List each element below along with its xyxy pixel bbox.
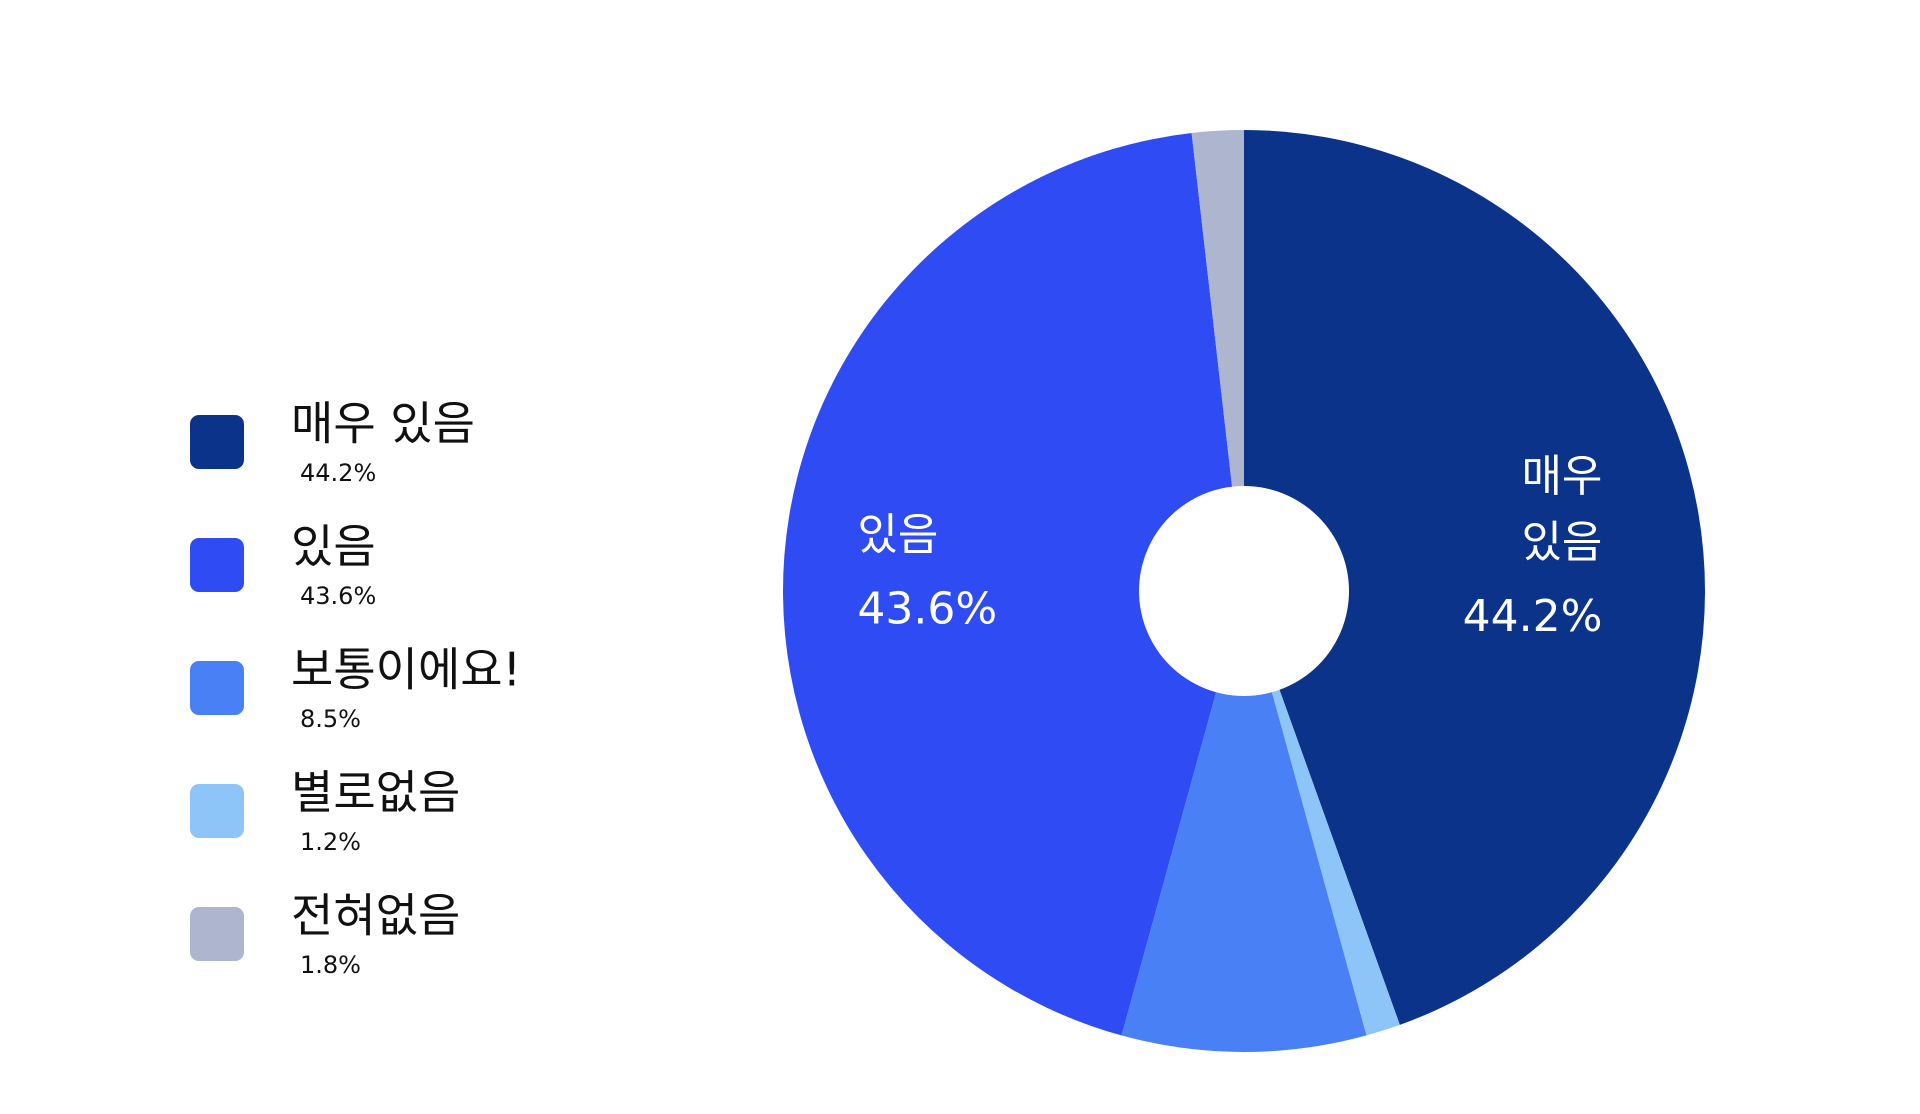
slice-value-label: 44.2% <box>1463 591 1603 642</box>
legend-swatch <box>190 538 244 592</box>
pie-hole <box>1139 486 1349 696</box>
pie-slice <box>783 132 1244 1036</box>
legend-value: 8.5% <box>300 705 361 733</box>
pie-slice <box>1191 130 1244 591</box>
legend-value: 1.8% <box>300 951 361 979</box>
legend-swatch <box>190 784 244 838</box>
legend-value: 1.2% <box>300 828 361 856</box>
legend-label: 전혀없음 <box>291 889 460 943</box>
legend-swatch <box>190 907 244 961</box>
slice-label-line: 있음 <box>857 509 938 560</box>
pie-slice <box>1244 591 1400 1036</box>
legend-swatch <box>190 415 244 469</box>
pie-slice <box>1244 130 1705 1025</box>
legend-label: 보통이에요! <box>291 643 521 697</box>
slice-value-label: 43.6% <box>857 583 997 634</box>
legend-label: 있음 <box>291 520 376 574</box>
slice-label-line: 있음 <box>1521 517 1602 568</box>
legend-label: 별로없음 <box>291 766 460 820</box>
slice-label-line: 매우 <box>1521 451 1602 502</box>
legend-label: 매우 있음 <box>291 397 475 451</box>
pie-slice <box>1121 591 1367 1052</box>
legend-value: 43.6% <box>300 582 376 610</box>
legend-swatch <box>190 661 244 715</box>
slice-label: 있음 <box>857 509 938 560</box>
legend-value: 44.2% <box>300 459 376 487</box>
